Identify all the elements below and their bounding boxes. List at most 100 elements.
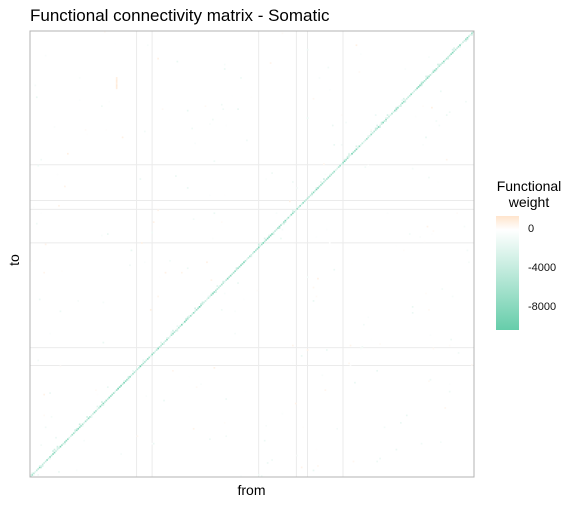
heatmap-cell (315, 236, 318, 238)
heatmap-cell (55, 450, 57, 452)
heatmap-cell (163, 343, 165, 345)
heatmap-cell (74, 429, 77, 432)
heatmap-cell (302, 201, 304, 204)
heatmap-cell (257, 243, 260, 246)
heatmap-cell (254, 249, 257, 252)
heatmap-cell (176, 325, 179, 328)
heatmap-cell (265, 239, 267, 241)
heatmap-cell (180, 271, 183, 274)
heatmap-cell (30, 259, 32, 262)
heatmap-cell (280, 224, 282, 226)
heatmap-cell (450, 338, 452, 341)
heatmap-cell (297, 206, 300, 209)
heatmap-cell (61, 270, 63, 273)
heatmap-cell (182, 322, 185, 325)
heatmap-cell (210, 294, 213, 296)
heatmap-cell (223, 194, 226, 197)
heatmap-cell (408, 94, 411, 97)
heatmap-cell (120, 384, 122, 387)
heatmap-cell (351, 152, 353, 155)
heatmap-cell (454, 48, 457, 51)
heatmap-cell (41, 463, 44, 466)
heatmap-cell (225, 435, 228, 438)
heatmap-cell (223, 292, 226, 295)
heatmap-cell (37, 164, 40, 167)
heatmap-cell (209, 123, 211, 125)
heatmap-cell (75, 469, 78, 472)
heatmap-cell (106, 233, 109, 235)
heatmap-cell (200, 383, 202, 386)
heatmap-cell (84, 129, 87, 131)
heatmap-cell (339, 164, 341, 167)
heatmap-cell (145, 359, 148, 362)
heatmap-cell (360, 347, 362, 350)
heatmap-cell (407, 96, 410, 99)
heatmap-cell (419, 236, 421, 238)
heatmap-cell (77, 300, 80, 302)
heatmap-cell (243, 298, 245, 301)
heatmap-cell (370, 130, 373, 133)
heatmap-cells (30, 31, 475, 478)
heatmap-cell (379, 126, 381, 128)
heatmap-cell (340, 114, 343, 116)
heatmap-cell (106, 398, 109, 400)
heatmap-cell (259, 245, 262, 247)
heatmap-cell (438, 65, 441, 67)
heatmap-cell (55, 436, 57, 439)
heatmap-cell (52, 450, 54, 452)
heatmap-cell (439, 63, 442, 66)
heatmap-cell (324, 173, 327, 176)
heatmap-cell (318, 77, 321, 79)
heatmap-cell (222, 108, 225, 110)
heatmap-cell (432, 230, 435, 232)
heatmap-cell (106, 386, 109, 388)
heatmap-cell (99, 405, 102, 408)
heatmap-cell (170, 332, 173, 335)
heatmap-cell (192, 218, 195, 221)
heatmap-cell (222, 280, 225, 283)
heatmap-cell (209, 295, 211, 298)
heatmap-cell (204, 300, 207, 302)
heatmap-cell (164, 271, 167, 274)
heatmap-cell (194, 142, 196, 145)
heatmap-cell (303, 200, 306, 203)
heatmap-cell (379, 343, 381, 345)
heatmap-cell (355, 145, 358, 148)
heatmap-cell (317, 187, 319, 189)
heatmap-cell (234, 270, 236, 273)
heatmap-cell (185, 319, 188, 322)
heatmap-cell (290, 213, 293, 216)
heatmap-cell (360, 143, 362, 146)
heatmap-cell (296, 207, 299, 210)
heatmap-cell (277, 227, 279, 229)
heatmap-cell (293, 210, 296, 213)
heatmap-cell (291, 210, 294, 213)
heatmap-cell (151, 353, 154, 356)
heatmap-cell (189, 314, 192, 317)
heatmap-cell (163, 399, 165, 402)
heatmap-cell (111, 393, 114, 396)
heatmap-cell (160, 344, 162, 347)
heatmap-cell (284, 219, 287, 222)
heatmap-cell (34, 84, 37, 87)
heatmap-cell (337, 166, 340, 168)
heatmap-cell (161, 343, 164, 345)
heatmap-cell (237, 267, 239, 270)
heatmap-cell (312, 97, 315, 100)
heatmap-cell (361, 346, 364, 348)
heatmap-cell (75, 427, 78, 430)
heatmap-cell (109, 395, 112, 397)
heatmap-cell (281, 411, 284, 414)
heatmap-cell (321, 182, 324, 185)
heatmap-cell (364, 166, 367, 168)
heatmap-cell (437, 63, 439, 66)
heatmap-cell (342, 163, 344, 165)
heatmap-cell (448, 383, 451, 386)
heatmap-cell (386, 212, 389, 215)
heatmap-cell (431, 106, 433, 109)
heatmap-cell (457, 352, 460, 354)
heatmap-cell (169, 335, 171, 338)
heatmap-cell (354, 381, 356, 384)
heatmap-cell (43, 393, 45, 396)
heatmap-cell (376, 369, 378, 372)
